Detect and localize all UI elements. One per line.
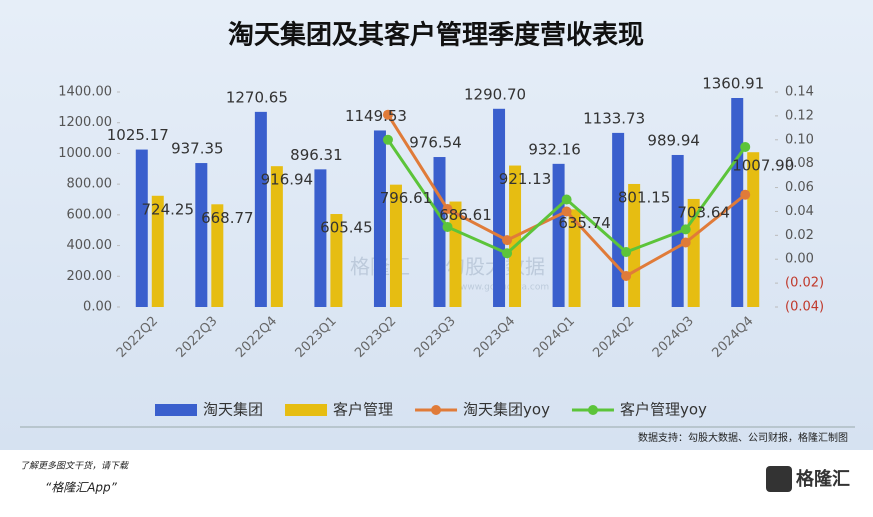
data-label: 989.94 — [647, 131, 700, 149]
legend-swatch — [431, 405, 442, 415]
y2-tick-label: 0.10 — [785, 132, 814, 147]
bar — [211, 204, 224, 307]
source: 数据支持：勾股大数据、公司财报，格隆汇制图 — [638, 431, 848, 444]
y-tick-label: 800.00 — [67, 177, 113, 192]
legend-label: 淘天集团yoy — [463, 401, 550, 419]
line-point — [561, 206, 572, 217]
bar — [254, 111, 267, 307]
data-label: 896.31 — [290, 146, 343, 164]
bar — [493, 108, 506, 307]
line-point — [502, 248, 513, 259]
y-tick-label: 400.00 — [67, 238, 113, 253]
data-label: 635.74 — [558, 214, 611, 232]
bar — [373, 130, 386, 307]
data-label: 1025.17 — [107, 126, 169, 144]
line-point — [680, 224, 691, 235]
legend-label: 淘天集团 — [203, 401, 263, 419]
data-label: 668.77 — [201, 209, 254, 227]
legend-swatch — [155, 404, 197, 416]
y-tick-label: 1000.00 — [58, 146, 112, 161]
logo: 格隆汇 — [796, 468, 850, 490]
logo-icon — [766, 466, 792, 492]
data-label: 937.35 — [171, 140, 224, 158]
y2-tick-label: 0.00 — [785, 252, 814, 267]
line-point — [621, 270, 632, 281]
line-point — [382, 109, 393, 120]
y2-tick-label: 0.12 — [785, 108, 814, 123]
bar — [433, 157, 446, 307]
y-tick-label: 0.00 — [83, 300, 112, 315]
bar — [195, 163, 208, 307]
bar — [135, 149, 148, 307]
data-label: 1149.53 — [345, 107, 407, 125]
line-point — [680, 237, 691, 248]
bar — [330, 214, 343, 307]
data-label: 1007.90 — [732, 157, 794, 175]
line-point — [382, 134, 393, 145]
data-label: 1270.65 — [226, 88, 288, 106]
data-label: 921.13 — [499, 170, 552, 188]
bar — [747, 152, 760, 307]
y2-tick-label: 0.08 — [785, 156, 814, 171]
legend-swatch — [285, 404, 328, 416]
data-label: 1290.70 — [464, 85, 526, 103]
line-point — [740, 189, 751, 200]
bar — [314, 169, 327, 307]
line-point — [740, 141, 751, 152]
data-label: 1360.91 — [702, 75, 764, 93]
y-tick-label: 1200.00 — [58, 115, 112, 130]
bar — [687, 198, 700, 307]
data-label: 605.45 — [320, 219, 373, 237]
chart-title: 淘天集团及其客户管理季度营收表现 — [228, 20, 644, 51]
line-point — [442, 221, 453, 232]
y2-tick-label: 0.02 — [785, 228, 814, 243]
y-tick-label: 1400.00 — [58, 85, 112, 100]
data-label: 976.54 — [409, 134, 462, 152]
line-point — [621, 247, 632, 258]
bar — [628, 183, 641, 307]
data-label: 686.61 — [439, 206, 492, 224]
line-point — [442, 204, 453, 215]
bar — [151, 195, 164, 307]
y-tick-label: 600.00 — [67, 207, 113, 222]
legend-label: 客户管理yoy — [620, 401, 707, 419]
data-label: 801.15 — [618, 188, 671, 206]
footer-bg — [0, 450, 873, 517]
data-label: 1133.73 — [583, 109, 645, 127]
bar — [389, 184, 402, 307]
data-label: 724.25 — [142, 200, 195, 218]
y2-tick-label: 0.04 — [785, 204, 814, 219]
footer-text: 了解更多图文干货，请下载 — [20, 461, 129, 472]
data-label: 932.16 — [528, 140, 581, 158]
y2-tick-label: 0.14 — [785, 85, 814, 100]
bar — [568, 209, 581, 307]
line-point — [502, 235, 513, 246]
bar — [270, 166, 283, 307]
y2-tick-label: 0.06 — [785, 180, 814, 195]
y2-tick-label: (0.04) — [785, 300, 824, 315]
legend-label: 客户管理 — [333, 401, 393, 419]
y-tick-label: 200.00 — [67, 269, 113, 284]
bar — [552, 163, 565, 307]
legend-swatch — [587, 405, 598, 415]
data-label: 703.64 — [677, 203, 730, 221]
y2-tick-label: (0.02) — [785, 276, 824, 291]
line-point — [561, 194, 572, 205]
data-label: 796.61 — [380, 189, 433, 207]
bar — [612, 132, 625, 307]
footer-text: “格隆汇App” — [45, 481, 118, 495]
data-label: 916.94 — [261, 171, 314, 189]
